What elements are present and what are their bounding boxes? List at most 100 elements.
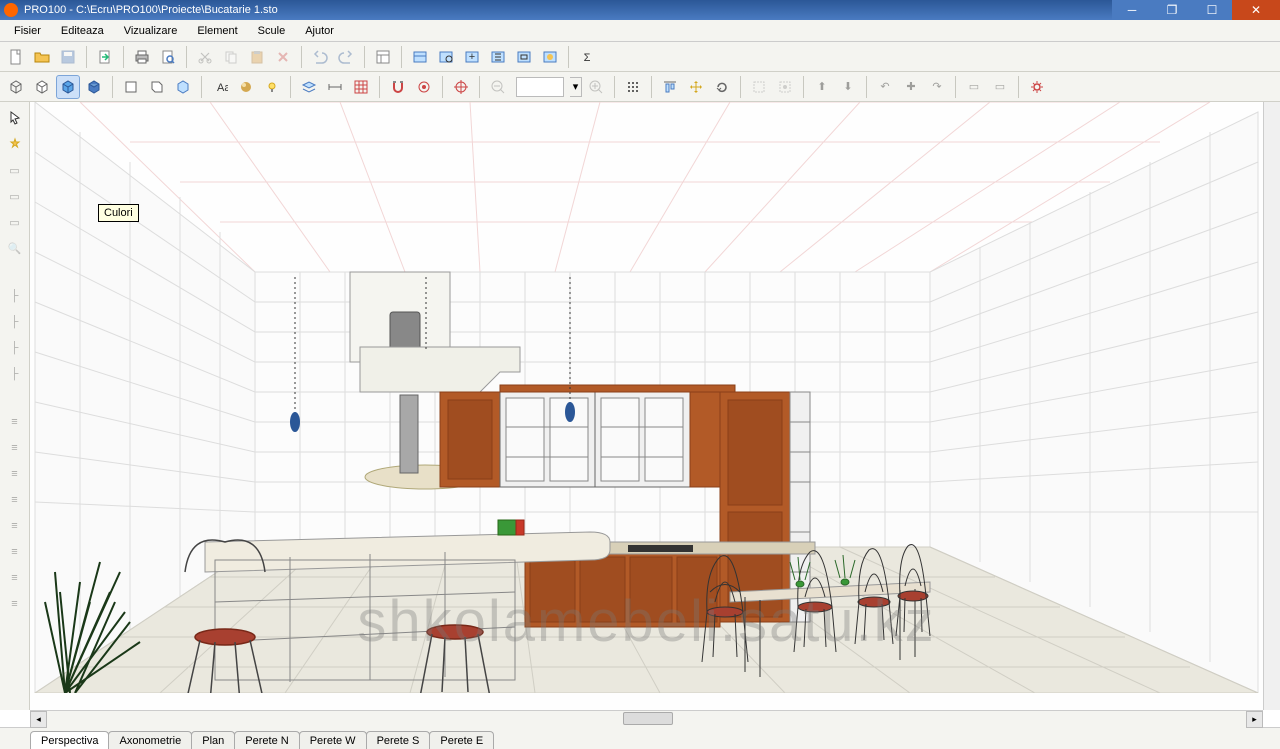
align-top-button[interactable] [658, 75, 682, 99]
st15[interactable]: ≡ [3, 514, 27, 538]
material-button[interactable] [234, 75, 258, 99]
t1-button[interactable] [747, 75, 771, 99]
menu-file[interactable]: Fisier [4, 22, 51, 40]
tooltip: Culori [98, 204, 139, 222]
view-front-button[interactable] [119, 75, 143, 99]
print-preview-button[interactable] [156, 45, 180, 69]
st11[interactable]: ≡ [3, 410, 27, 434]
tab-plan[interactable]: Plan [191, 731, 235, 749]
print-button[interactable] [130, 45, 154, 69]
tool-a-button[interactable] [408, 45, 432, 69]
menu-tools[interactable]: Scule [248, 22, 296, 40]
delete-button[interactable] [271, 45, 295, 69]
layer-button[interactable] [297, 75, 321, 99]
st13[interactable]: ≡ [3, 462, 27, 486]
tab-perspectiva[interactable]: Perspectiva [30, 731, 109, 749]
toolbar-main: + Σ [0, 42, 1280, 72]
zoom-input[interactable] [516, 77, 564, 97]
tab-perete-w[interactable]: Perete W [299, 731, 367, 749]
window-controls: ─ ❐ ☐ ✕ [1112, 0, 1280, 20]
view-wireframe-button[interactable] [4, 75, 28, 99]
t8-button[interactable]: ▭ [962, 75, 986, 99]
scroll-thumb[interactable] [623, 712, 673, 725]
dimension-button[interactable] [323, 75, 347, 99]
import-button[interactable] [93, 45, 117, 69]
tab-perete-n[interactable]: Perete N [234, 731, 299, 749]
st3[interactable]: ▭ [3, 158, 27, 182]
properties-button[interactable] [371, 45, 395, 69]
tool-e-button[interactable] [512, 45, 536, 69]
snap-magnet-button[interactable] [386, 75, 410, 99]
save-button[interactable] [56, 45, 80, 69]
vertical-scrollbar[interactable] [1263, 102, 1280, 710]
snap-grid-button[interactable] [621, 75, 645, 99]
light-button[interactable] [260, 75, 284, 99]
st10[interactable]: ├ [3, 362, 27, 386]
t4-button[interactable]: ⬇ [836, 75, 860, 99]
undo-button[interactable] [308, 45, 332, 69]
st12[interactable]: ≡ [3, 436, 27, 460]
tool-f-button[interactable] [538, 45, 562, 69]
menu-help[interactable]: Ajutor [295, 22, 344, 40]
new-file-button[interactable] [4, 45, 28, 69]
redo-button[interactable] [334, 45, 358, 69]
st5[interactable]: ▭ [3, 210, 27, 234]
st16[interactable]: ≡ [3, 540, 27, 564]
zoom-in-button[interactable] [584, 75, 608, 99]
scroll-track[interactable] [47, 711, 1246, 728]
cut-button[interactable] [193, 45, 217, 69]
tool-c-button[interactable]: + [460, 45, 484, 69]
text-tool-button[interactable]: Aa [208, 75, 232, 99]
settings-button[interactable] [1025, 75, 1049, 99]
tab-perete-e[interactable]: Perete E [429, 731, 494, 749]
st14[interactable]: ≡ [3, 488, 27, 512]
view-colors-button[interactable] [56, 75, 80, 99]
open-file-button[interactable] [30, 45, 54, 69]
scroll-left-button[interactable]: ◂ [30, 711, 47, 728]
st17[interactable]: ≡ [3, 566, 27, 590]
st18[interactable]: ≡ [3, 592, 27, 616]
sum-button[interactable]: Σ [575, 45, 599, 69]
zoom-dropdown[interactable]: ▾ [570, 77, 582, 97]
rotate-tool-button[interactable] [710, 75, 734, 99]
viewport[interactable]: Culori shkolamebeli.satu.kz [30, 102, 1263, 710]
view-hidden-button[interactable] [30, 75, 54, 99]
view-textured-button[interactable] [82, 75, 106, 99]
tool-d-button[interactable] [486, 45, 510, 69]
maximize-button[interactable]: ☐ [1192, 0, 1232, 20]
toolbar-view: Aa ▾ ⬆ ⬇ ↶ ✚ ↷ ▭ ▭ [0, 72, 1280, 102]
snap-center-button[interactable] [449, 75, 473, 99]
t3-button[interactable]: ⬆ [810, 75, 834, 99]
t5-button[interactable]: ↶ [873, 75, 897, 99]
tab-perete-s[interactable]: Perete S [366, 731, 431, 749]
copy-button[interactable] [219, 45, 243, 69]
zoom-out-button[interactable] [486, 75, 510, 99]
menu-edit[interactable]: Editeaza [51, 22, 114, 40]
t2-button[interactable] [773, 75, 797, 99]
t7-button[interactable]: ↷ [925, 75, 949, 99]
close-button[interactable]: ✕ [1232, 0, 1280, 20]
tool-b-button[interactable] [434, 45, 458, 69]
select-tool[interactable] [3, 106, 27, 130]
st8[interactable]: ├ [3, 310, 27, 334]
grid-button[interactable] [349, 75, 373, 99]
horizontal-scrollbar[interactable]: ◂ ▸ [30, 710, 1263, 727]
t9-button[interactable]: ▭ [988, 75, 1012, 99]
st7[interactable]: ├ [3, 284, 27, 308]
snap-target-button[interactable] [412, 75, 436, 99]
paste-button[interactable] [245, 45, 269, 69]
view-iso-button[interactable] [171, 75, 195, 99]
view-side-button[interactable] [145, 75, 169, 99]
scroll-right-button[interactable]: ▸ [1246, 711, 1263, 728]
minimize-button[interactable]: ─ [1112, 0, 1152, 20]
st6[interactable]: 🔍 [3, 236, 27, 260]
st9[interactable]: ├ [3, 336, 27, 360]
menu-view[interactable]: Vizualizare [114, 22, 188, 40]
menu-element[interactable]: Element [187, 22, 247, 40]
tab-axonometrie[interactable]: Axonometrie [108, 731, 192, 749]
restore-down-button[interactable]: ❐ [1152, 0, 1192, 20]
light-tool[interactable] [3, 132, 27, 156]
st4[interactable]: ▭ [3, 184, 27, 208]
t6-button[interactable]: ✚ [899, 75, 923, 99]
move-tool-button[interactable] [684, 75, 708, 99]
